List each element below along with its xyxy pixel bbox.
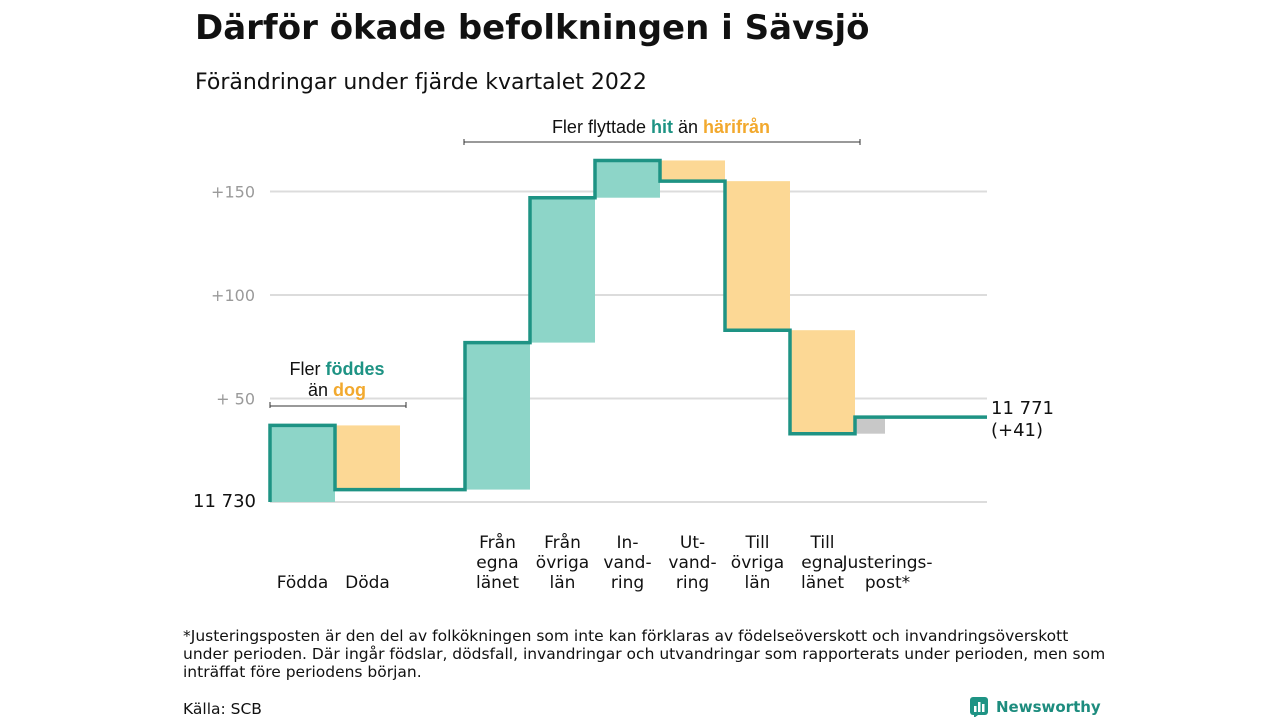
births-bracket xyxy=(269,402,407,408)
bar-decrease xyxy=(790,330,855,434)
chart-subtitle: Förändringar under fjärde kvartalet 2022 xyxy=(195,70,647,95)
x-category-label-line: post* xyxy=(865,573,910,593)
x-category-label: In-vand-ring xyxy=(603,533,651,593)
x-category-label: Från övriga län xyxy=(536,532,589,593)
x-category-label-line: In- xyxy=(617,533,639,553)
x-category-label-line: vand- xyxy=(603,553,651,573)
line-layer xyxy=(268,158,987,502)
x-category-label-line: vand- xyxy=(668,553,716,573)
bar-increase xyxy=(530,197,595,343)
bar-layer xyxy=(270,160,885,502)
x-category-label-line: egna xyxy=(801,553,843,573)
chart-title: Därför ökade befolkningen i Sävsjö xyxy=(195,8,870,48)
births-annotation: Fler föddes än dog xyxy=(269,359,407,408)
svg-text:Fler flyttade hit än härifrån: Fler flyttade hit än härifrån xyxy=(552,117,770,137)
births-annotation-word: föddes xyxy=(325,359,384,379)
y-tick-label: +100 xyxy=(211,286,255,305)
x-category-label-line: övriga xyxy=(536,553,589,573)
bar-increase xyxy=(465,342,530,490)
x-category-label-line: egna xyxy=(476,553,518,573)
x-category-label-line: Ut- xyxy=(680,533,705,553)
migration-bracket xyxy=(463,139,861,145)
x-category-label-line: Från xyxy=(544,532,581,553)
svg-text:Fler föddes: Fler föddes xyxy=(289,359,384,379)
brand-logo[interactable]: Newsworthy xyxy=(970,697,1101,717)
cumulative-step-line xyxy=(268,158,987,502)
x-category-label-line: Till xyxy=(809,533,834,553)
x-category-label-line: Till xyxy=(744,533,769,553)
x-category-label: Döda xyxy=(345,573,390,593)
births-annotation-word2: dog xyxy=(333,380,366,400)
x-category-label: Till egna länet xyxy=(801,533,844,593)
bar-increase xyxy=(595,160,660,198)
bar-decrease xyxy=(660,160,725,182)
x-category-label-line: ring xyxy=(611,573,644,593)
births-annotation-pre: Fler xyxy=(289,359,325,379)
end-value-label-total: 11 771 xyxy=(991,398,1054,419)
bar-increase xyxy=(270,425,335,502)
x-category-label-line: län xyxy=(550,573,576,593)
x-category-label-line: länet xyxy=(476,573,519,593)
end-value-label: 11 771 (+41) xyxy=(991,398,1060,441)
bar-decrease xyxy=(335,425,400,490)
start-value-label: 11 730 xyxy=(193,491,256,512)
x-category-label: Födda xyxy=(277,573,329,593)
x-category-label-line: Justerings- xyxy=(841,553,932,573)
y-tick-label: +150 xyxy=(211,183,255,202)
migration-annotation: Fler flyttade hit än härifrån xyxy=(463,117,861,145)
x-category-label: Justerings-post* xyxy=(841,553,932,593)
x-category-label-line: länet xyxy=(801,573,844,593)
y-tick-label: + 50 xyxy=(216,390,255,409)
end-value-label-change: (+41) xyxy=(991,420,1043,441)
source-label: Källa: SCB xyxy=(183,700,262,718)
x-category-label: Till övriga län xyxy=(731,533,784,593)
x-category-label: Från egna länet xyxy=(476,532,519,593)
x-category-label-line: ring xyxy=(676,573,709,593)
footnote: *Justeringsposten är den del av folkökni… xyxy=(183,627,1106,681)
migration-annotation-hit: hit xyxy=(651,117,673,137)
x-category-label-line: Från xyxy=(479,532,516,553)
migration-annotation-mid: än xyxy=(673,117,703,137)
x-category-label-line: län xyxy=(745,573,771,593)
x-category-label-line: Döda xyxy=(345,573,390,593)
migration-annotation-harifran: härifrån xyxy=(703,117,770,137)
svg-text:än dog: än dog xyxy=(308,380,366,400)
bar-decrease xyxy=(725,181,790,331)
brand-name: Newsworthy xyxy=(996,698,1101,716)
x-category-label: Ut-vand-ring xyxy=(668,533,716,593)
births-annotation-mid: än xyxy=(308,380,333,400)
x-category-label-line: Födda xyxy=(277,573,329,593)
bar-adjustment xyxy=(855,417,885,434)
newsworthy-logo-icon xyxy=(970,697,988,717)
x-category-label-line: övriga xyxy=(731,553,784,573)
migration-annotation-pre: Fler flyttade xyxy=(552,117,651,137)
